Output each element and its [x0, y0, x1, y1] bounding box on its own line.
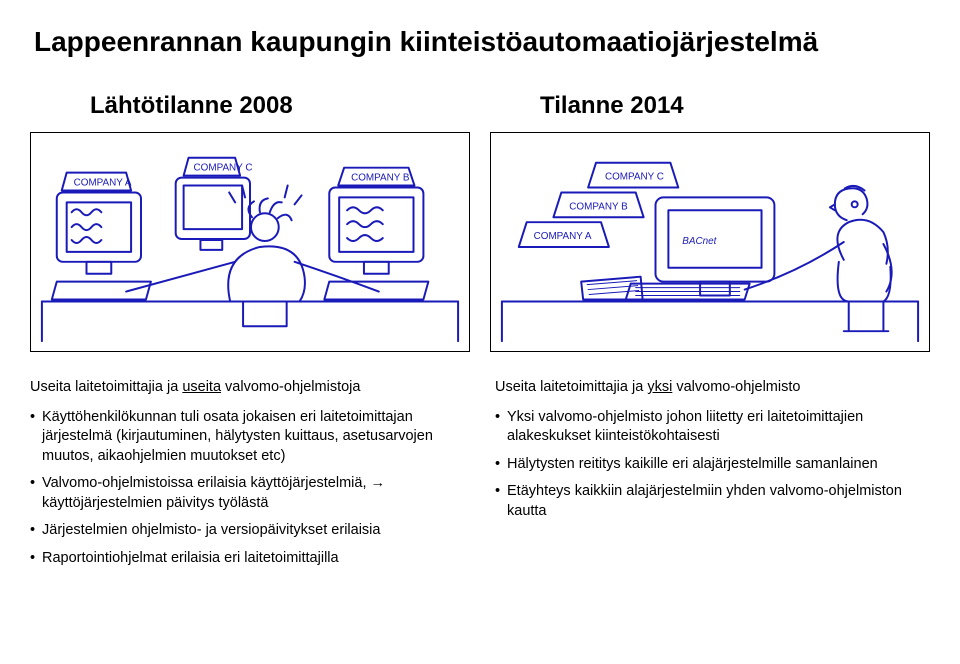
right-head-suffix: valvomo-ohjelmisto: [672, 379, 800, 395]
right-head-underline: yksi: [647, 379, 672, 395]
label-company-b: COMPANY B: [351, 173, 410, 184]
cartoon-2014: COMPANY A COMPANY B COMPANY C BACnet: [490, 132, 930, 352]
label-bacnet: BACnet: [682, 236, 717, 247]
image-row: COMPANY A COMPANY C: [30, 132, 930, 352]
list-item: Valvomo-ohjelmistoissa erilaisia käyttöj…: [30, 474, 465, 513]
label2-company-b: COMPANY B: [569, 201, 628, 212]
subtitle-row: Lähtötilanne 2008 Tilanne 2014: [30, 92, 930, 120]
list-item: Etäyhteys kaikkiin alajärjestelmiin yhde…: [495, 482, 930, 521]
list-item: Raportointiohjelmat erilaisia eri laitet…: [30, 549, 465, 569]
text-columns: Useita laitetoimittajia ja useita valvom…: [30, 378, 930, 577]
list-item: Yksi valvomo-ohjelmisto johon liitetty e…: [495, 408, 930, 447]
left-bullet-list: Käyttöhenkilökunnan tuli osata jokaisen …: [30, 408, 465, 569]
label2-company-c: COMPANY C: [605, 172, 664, 183]
list-item: Hälytysten reititys kaikille eri alajärj…: [495, 455, 930, 475]
right-column: Useita laitetoimittajia ja yksi valvomo-…: [495, 378, 930, 577]
page-title: Lappeenrannan kaupungin kiinteistöautoma…: [30, 20, 930, 64]
right-bullet-list: Yksi valvomo-ohjelmisto johon liitetty e…: [495, 408, 930, 522]
left-head-suffix: valvomo-ohjelmistoja: [221, 379, 360, 395]
subtitle-left: Lähtötilanne 2008: [30, 92, 480, 120]
right-head-prefix: Useita laitetoimittajia ja: [495, 379, 647, 395]
list-item: Järjestelmien ohjelmisto- ja versiopäivi…: [30, 521, 465, 541]
list-item: Käyttöhenkilökunnan tuli osata jokaisen …: [30, 408, 465, 467]
title-block: Lappeenrannan kaupungin kiinteistöautoma…: [30, 20, 930, 64]
right-heading: Useita laitetoimittajia ja yksi valvomo-…: [495, 378, 930, 398]
cartoon-2008: COMPANY A COMPANY C: [30, 132, 470, 352]
left-heading: Useita laitetoimittajia ja useita valvom…: [30, 378, 465, 398]
left-head-prefix: Useita laitetoimittajia ja: [30, 379, 182, 395]
left-column: Useita laitetoimittajia ja useita valvom…: [30, 378, 465, 577]
label2-company-a: COMPANY A: [534, 231, 592, 242]
subtitle-right: Tilanne 2014: [480, 92, 930, 120]
label-company-a: COMPANY A: [74, 178, 132, 189]
left-head-underline: useita: [182, 379, 221, 395]
label-company-c: COMPANY C: [194, 163, 253, 174]
